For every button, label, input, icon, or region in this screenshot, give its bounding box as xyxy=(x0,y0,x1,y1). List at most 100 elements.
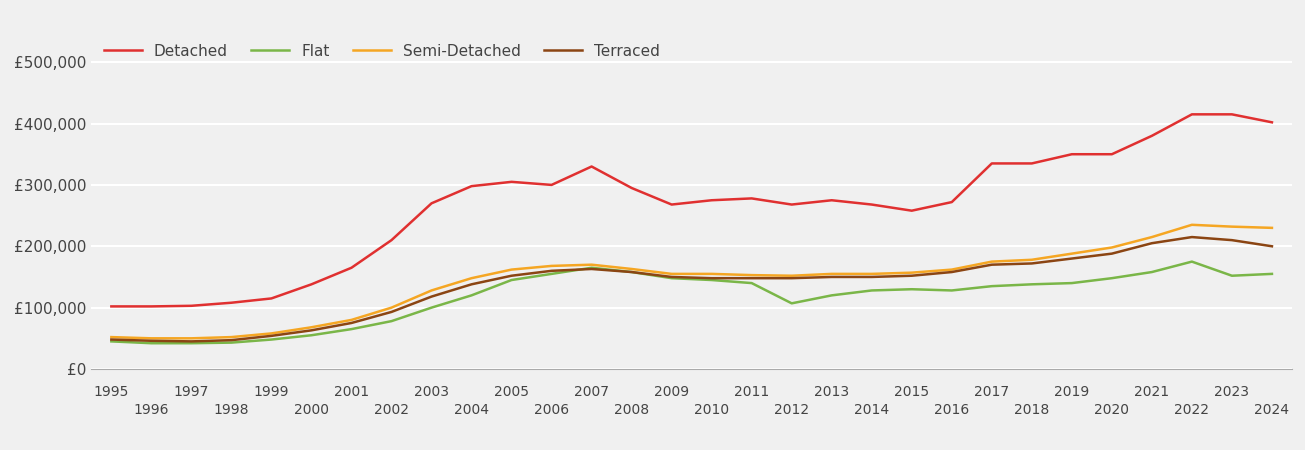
Line: Semi-Detached: Semi-Detached xyxy=(111,225,1272,338)
Semi-Detached xyxy=(624,266,639,272)
Detached xyxy=(864,202,880,207)
Flat xyxy=(1184,259,1199,264)
Terraced xyxy=(223,338,239,343)
Terraced xyxy=(544,268,560,274)
Text: 2021: 2021 xyxy=(1134,385,1169,399)
Detached xyxy=(984,161,1000,166)
Flat xyxy=(744,280,760,286)
Detached xyxy=(264,296,279,301)
Detached xyxy=(1104,152,1120,157)
Flat xyxy=(784,301,800,306)
Terraced xyxy=(1104,251,1120,256)
Flat xyxy=(664,275,680,281)
Text: 2024: 2024 xyxy=(1254,403,1289,417)
Text: 2002: 2002 xyxy=(375,403,408,417)
Terraced xyxy=(744,275,760,281)
Semi-Detached xyxy=(1265,225,1280,230)
Semi-Detached xyxy=(544,263,560,269)
Semi-Detached xyxy=(463,275,479,281)
Detached xyxy=(1024,161,1040,166)
Text: 1997: 1997 xyxy=(174,385,209,399)
Terraced xyxy=(624,270,639,275)
Text: 2007: 2007 xyxy=(574,385,609,399)
Flat xyxy=(1104,275,1120,281)
Semi-Detached xyxy=(144,336,159,341)
Flat xyxy=(504,277,519,283)
Flat xyxy=(1064,280,1079,286)
Text: 2013: 2013 xyxy=(814,385,850,399)
Flat xyxy=(1144,270,1160,275)
Semi-Detached xyxy=(823,271,839,277)
Text: 2019: 2019 xyxy=(1054,385,1090,399)
Flat xyxy=(264,337,279,342)
Text: 1998: 1998 xyxy=(214,403,249,417)
Detached xyxy=(1224,112,1240,117)
Flat xyxy=(864,288,880,293)
Flat xyxy=(184,341,200,346)
Flat xyxy=(823,292,839,298)
Semi-Detached xyxy=(1064,251,1079,256)
Text: 2006: 2006 xyxy=(534,403,569,417)
Terraced xyxy=(304,328,320,333)
Terraced xyxy=(1224,238,1240,243)
Text: 2018: 2018 xyxy=(1014,403,1049,417)
Detached xyxy=(583,164,599,169)
Detached xyxy=(184,303,200,309)
Terraced xyxy=(463,282,479,287)
Terraced xyxy=(944,270,959,275)
Terraced xyxy=(784,275,800,281)
Terraced xyxy=(823,274,839,279)
Detached xyxy=(544,182,560,188)
Terraced xyxy=(583,266,599,272)
Flat xyxy=(384,319,399,324)
Flat xyxy=(904,287,920,292)
Text: 2022: 2022 xyxy=(1174,403,1210,417)
Terraced xyxy=(703,275,719,281)
Flat xyxy=(1265,271,1280,277)
Text: 1995: 1995 xyxy=(94,385,129,399)
Detached xyxy=(343,265,359,270)
Flat xyxy=(223,340,239,345)
Detached xyxy=(463,184,479,189)
Terraced xyxy=(264,333,279,338)
Semi-Detached xyxy=(784,273,800,279)
Semi-Detached xyxy=(744,272,760,278)
Flat xyxy=(1224,273,1240,279)
Detached xyxy=(504,179,519,184)
Terraced xyxy=(1064,256,1079,261)
Flat xyxy=(544,271,560,277)
Detached xyxy=(1064,152,1079,157)
Detached xyxy=(424,201,440,206)
Terraced xyxy=(864,274,880,279)
Flat xyxy=(984,284,1000,289)
Terraced xyxy=(103,337,119,342)
Detached xyxy=(1184,112,1199,117)
Terraced xyxy=(1184,234,1199,240)
Semi-Detached xyxy=(1144,234,1160,240)
Semi-Detached xyxy=(504,267,519,272)
Flat xyxy=(463,292,479,298)
Text: 2011: 2011 xyxy=(733,385,770,399)
Text: 2010: 2010 xyxy=(694,403,729,417)
Detached xyxy=(744,196,760,201)
Text: 2001: 2001 xyxy=(334,385,369,399)
Terraced xyxy=(424,294,440,299)
Detached xyxy=(223,300,239,306)
Flat xyxy=(703,277,719,283)
Flat xyxy=(103,339,119,344)
Text: 2014: 2014 xyxy=(855,403,889,417)
Terraced xyxy=(1144,240,1160,246)
Semi-Detached xyxy=(1104,245,1120,250)
Text: 2005: 2005 xyxy=(495,385,529,399)
Legend: Detached, Flat, Semi-Detached, Terraced: Detached, Flat, Semi-Detached, Terraced xyxy=(99,39,664,63)
Semi-Detached xyxy=(664,271,680,277)
Text: 2017: 2017 xyxy=(975,385,1009,399)
Flat xyxy=(304,333,320,338)
Flat xyxy=(624,270,639,275)
Terraced xyxy=(504,273,519,279)
Terraced xyxy=(184,339,200,344)
Line: Detached: Detached xyxy=(111,114,1272,306)
Line: Flat: Flat xyxy=(111,261,1272,343)
Terraced xyxy=(144,338,159,343)
Text: 2009: 2009 xyxy=(654,385,689,399)
